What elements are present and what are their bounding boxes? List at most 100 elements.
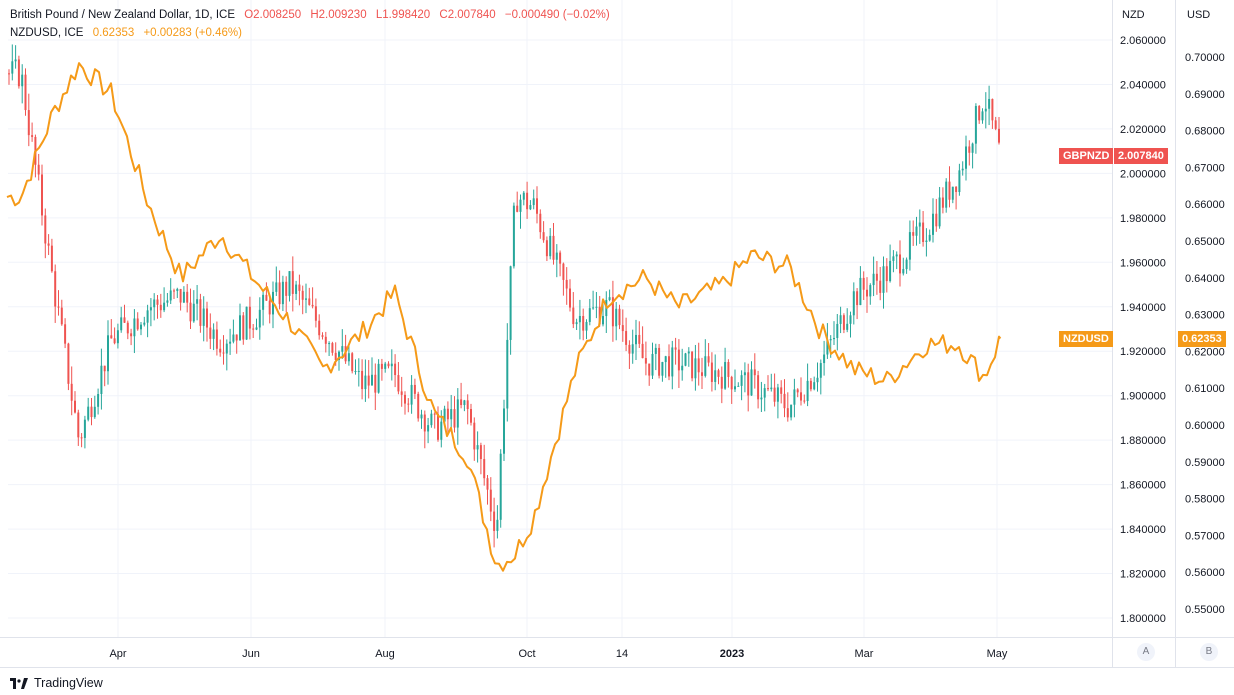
candle [572, 292, 575, 329]
candle [569, 279, 571, 312]
candle [463, 399, 466, 412]
candle [767, 375, 769, 392]
primary-symbol[interactable]: British Pound / New Zealand Dollar, 1D, … [10, 9, 235, 21]
candle [743, 362, 746, 393]
candle [681, 348, 684, 381]
nzd-tick-label: 1.820000 [1120, 569, 1166, 581]
time-tick-label: Jun [242, 648, 260, 660]
candle [882, 256, 885, 309]
time-scale[interactable]: Apr Jun Aug Oct 14 2023 Mar May [109, 648, 1007, 660]
candle [222, 335, 225, 365]
tradingview-logo-icon [10, 677, 28, 689]
left-axis-title: NZD [1122, 9, 1145, 21]
candle [255, 318, 258, 331]
candle [892, 250, 895, 273]
secondary-symbol[interactable]: NZDUSD, ICE [10, 27, 84, 39]
candle [859, 266, 862, 306]
candle [697, 342, 700, 386]
candle [163, 287, 166, 313]
candle [671, 340, 674, 390]
nzd-tick-label: 1.800000 [1120, 613, 1166, 625]
candle [54, 264, 57, 323]
candle [182, 286, 185, 304]
candle [905, 257, 908, 274]
usd-tick-label: 0.56000 [1185, 567, 1225, 579]
auto-scale-b-button[interactable]: B [1200, 643, 1218, 661]
candle [446, 401, 449, 434]
candle [895, 251, 898, 270]
candle [113, 327, 116, 345]
candle [466, 394, 469, 425]
auto-scale-a-button[interactable]: A [1137, 643, 1155, 661]
candle [753, 353, 756, 389]
candle [552, 222, 555, 265]
candle [978, 104, 981, 124]
candle [928, 229, 931, 242]
candle [252, 324, 255, 339]
candle [605, 291, 608, 334]
candle [509, 265, 512, 355]
candle [417, 391, 420, 422]
candle [140, 322, 142, 336]
candle [625, 317, 628, 352]
candle [717, 368, 720, 385]
candle [588, 298, 591, 326]
candle [404, 391, 406, 415]
nzd-tick-label: 1.900000 [1120, 391, 1166, 403]
candle [710, 352, 713, 392]
candle [664, 355, 667, 378]
nzd-tick-label: 1.940000 [1120, 302, 1166, 314]
candle [803, 394, 806, 404]
axis-borders [0, 0, 1234, 668]
candle [126, 320, 129, 340]
candle [209, 313, 212, 350]
candle [951, 186, 954, 204]
candle [341, 329, 344, 359]
candle [470, 403, 472, 426]
candle [750, 361, 753, 396]
candle [496, 505, 499, 539]
candle [922, 211, 925, 247]
usd-tick-label: 0.60000 [1185, 420, 1225, 432]
candle [116, 323, 119, 349]
candle [516, 191, 519, 213]
candle [608, 289, 611, 302]
candle [595, 292, 598, 319]
nzd-tick-label: 1.920000 [1120, 346, 1166, 358]
candle [338, 350, 340, 371]
usd-tick-label: 0.59000 [1185, 457, 1225, 469]
candle [159, 293, 162, 318]
candle [849, 311, 852, 338]
candle [301, 285, 304, 315]
candle [786, 392, 789, 422]
candle [450, 394, 453, 432]
candle [720, 366, 723, 404]
nzd-tick-label: 2.000000 [1120, 168, 1166, 180]
candle [737, 382, 740, 387]
tradingview-brand[interactable]: TradingView [10, 676, 103, 690]
candle [410, 375, 413, 414]
usd-price-scale[interactable]: 0.70000 0.69000 0.68000 0.67000 0.66000 0.650… [1185, 52, 1225, 616]
secondary-change: +0.00283 (+0.46%) [143, 27, 242, 39]
candle [90, 397, 93, 426]
candle [915, 216, 918, 246]
candle [133, 309, 136, 354]
candle [565, 267, 568, 305]
candle [31, 122, 34, 142]
candle [460, 382, 463, 409]
candle [258, 297, 261, 340]
candle [110, 319, 113, 339]
candle [400, 376, 403, 407]
candle [324, 331, 327, 353]
candle [651, 342, 654, 379]
candle [618, 304, 621, 330]
candle [57, 290, 60, 316]
candle [433, 412, 436, 429]
nzd-price-scale[interactable]: 2.060000 2.040000 2.020000 2.000000 1.980000… [1120, 35, 1166, 625]
nzd-tick-label: 2.020000 [1120, 124, 1166, 136]
candle [740, 370, 743, 401]
candle [407, 398, 410, 413]
candle [875, 261, 878, 295]
candle [783, 379, 786, 418]
